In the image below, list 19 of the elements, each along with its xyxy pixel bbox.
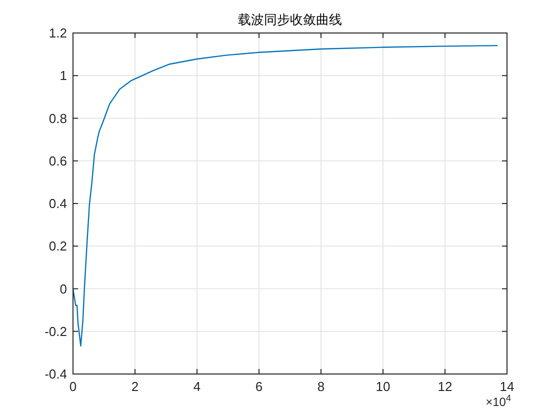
x-tick-label: 14 xyxy=(500,379,514,394)
x-tick-label: 2 xyxy=(131,379,139,394)
y-tick-label: 0 xyxy=(60,281,67,296)
y-tick-label: 0.8 xyxy=(48,110,67,126)
x-tick-label: 8 xyxy=(317,379,325,394)
x-tick-label: 6 xyxy=(255,379,263,394)
y-tick-label: 0.4 xyxy=(48,196,67,211)
y-tick-label: -0.4 xyxy=(44,366,67,382)
y-tick-label: 0.2 xyxy=(48,238,67,254)
y-tick-label: 1.2 xyxy=(48,26,67,40)
y-tick-label: 1 xyxy=(60,68,67,84)
x-tick-label: 10 xyxy=(376,379,390,394)
y-tick-label: 0.6 xyxy=(48,153,67,168)
text: ×10$^{4}$ xyxy=(486,393,511,409)
y-tick-label: -0.2 xyxy=(44,324,67,339)
chart-title: 载波同步收敛曲线 xyxy=(238,12,342,27)
x-tick-label: 4 xyxy=(193,379,201,394)
x-tick-label: 0 xyxy=(69,379,77,394)
x-tick-label: 12 xyxy=(438,379,452,394)
